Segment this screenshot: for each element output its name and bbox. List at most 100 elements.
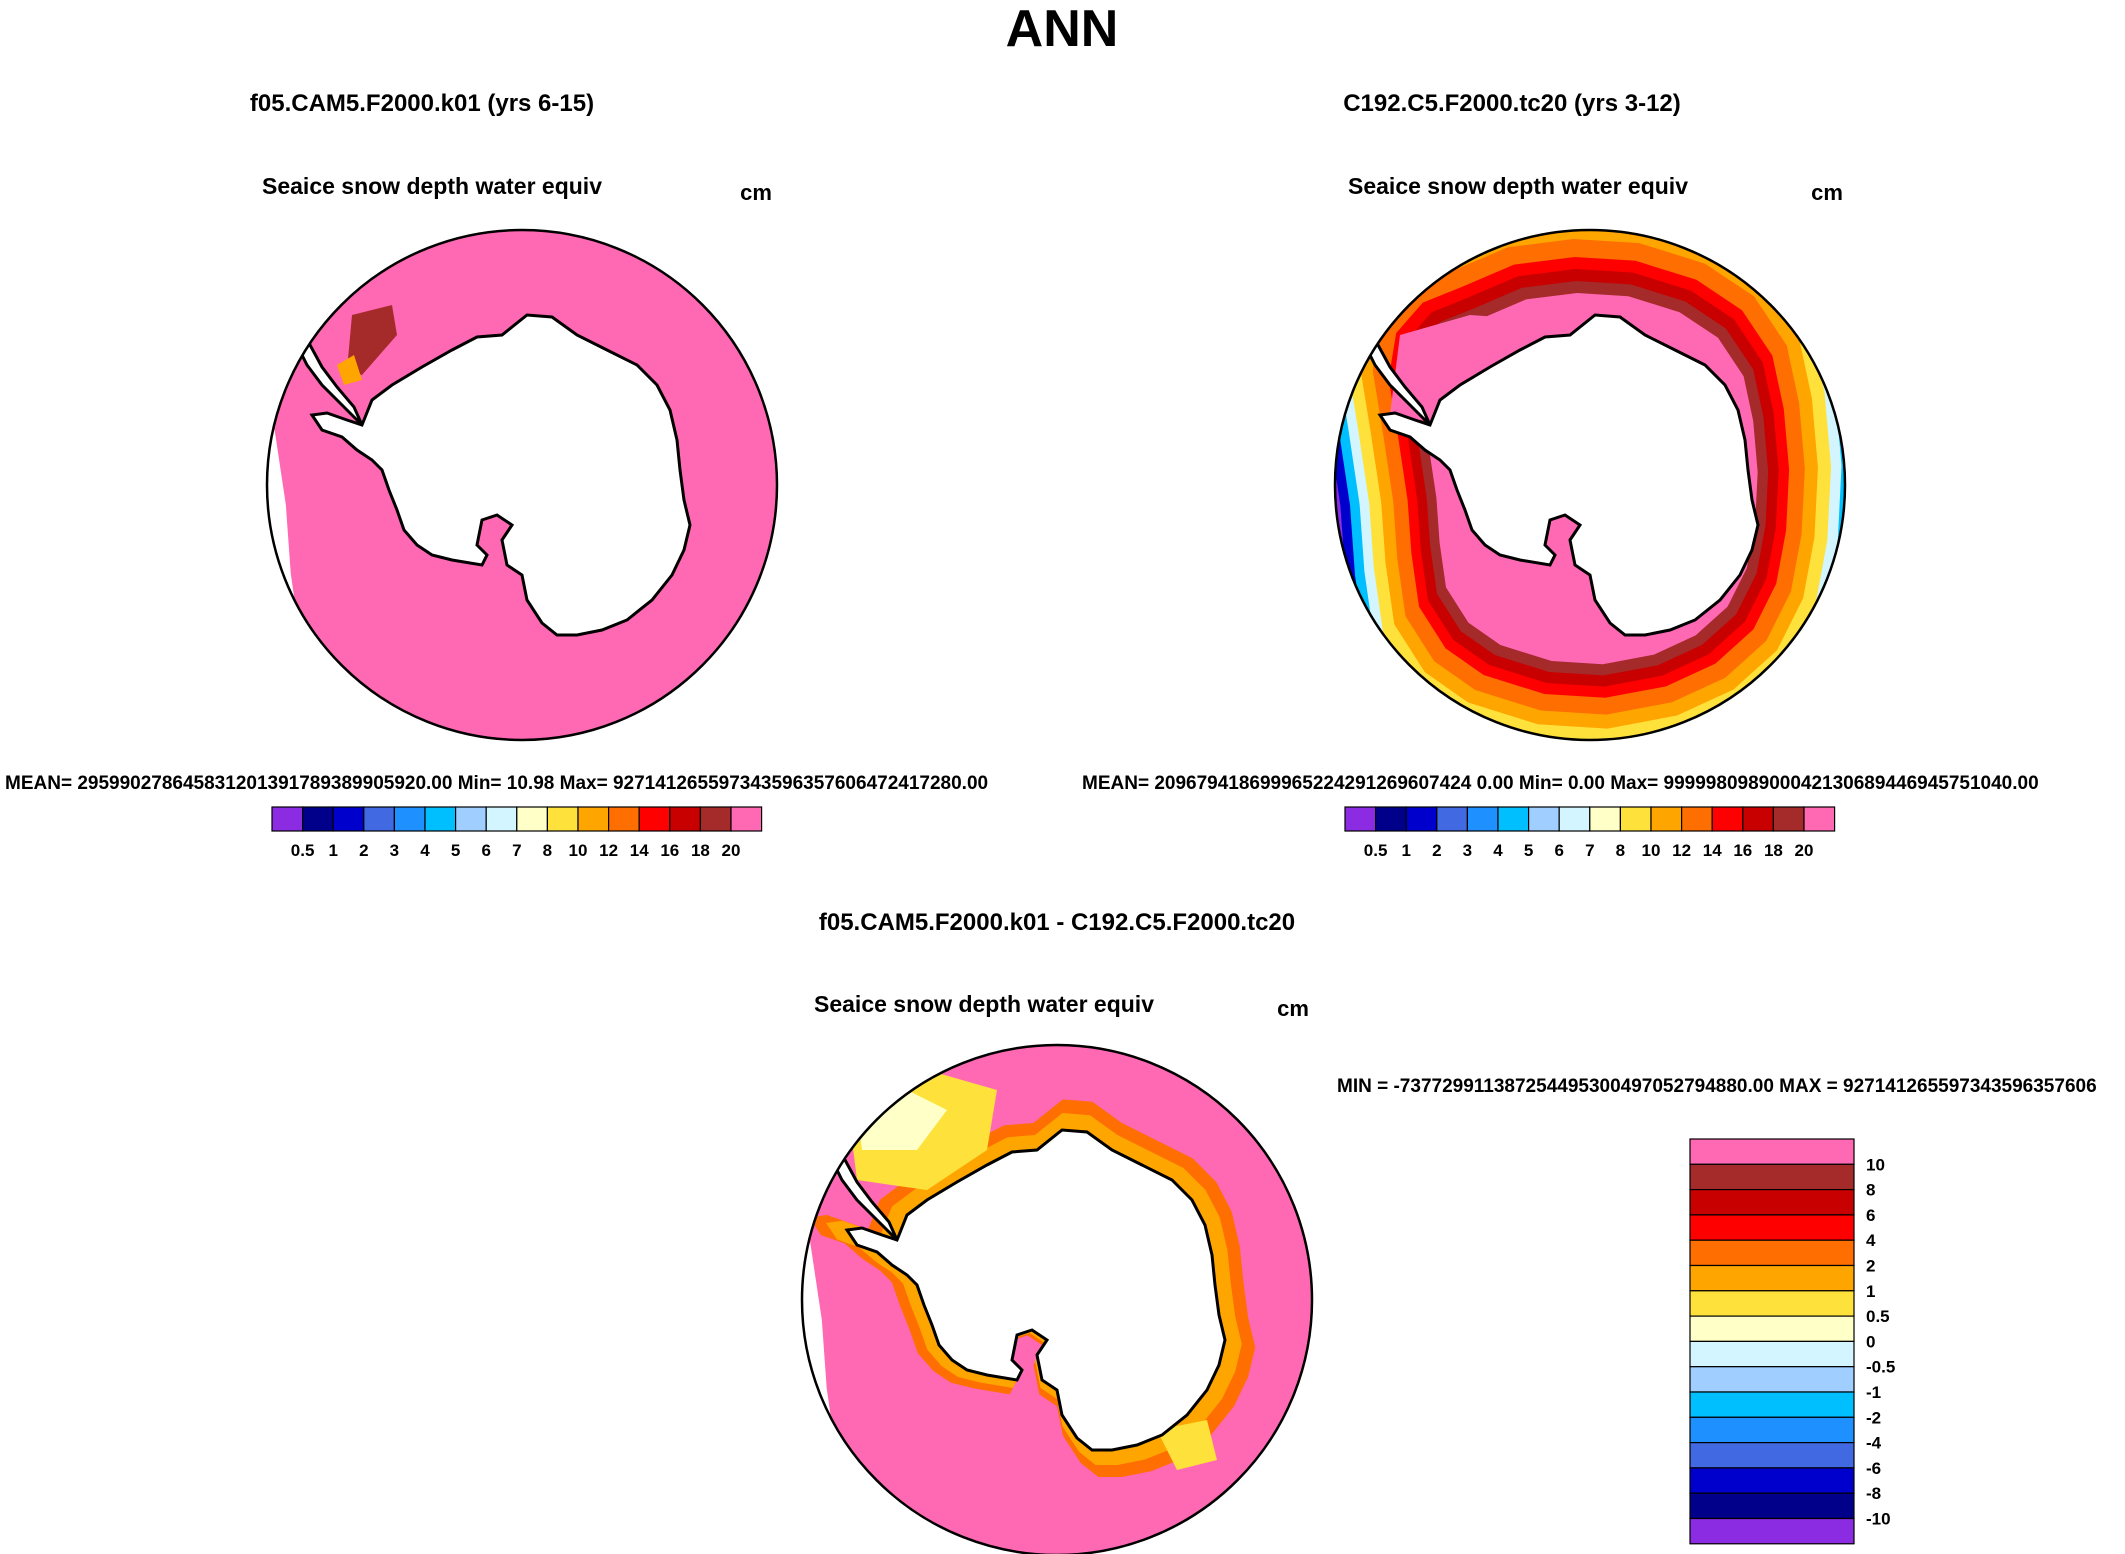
colorbar-left-swatch xyxy=(730,806,763,832)
colorbar-right-tick-label: 8 xyxy=(1616,841,1625,860)
colorbar-diff-tick-label: 6 xyxy=(1866,1206,1875,1225)
colorbar-diff-tick-label: -8 xyxy=(1866,1484,1881,1503)
colorbar-diff-swatch xyxy=(1689,1467,1855,1494)
colorbar-right-swatch xyxy=(1466,806,1499,832)
colorbar-left-tick-label: 1 xyxy=(328,841,337,860)
colorbar-diff-swatch xyxy=(1689,1366,1855,1393)
panel-diff: f05.CAM5.F2000.k01 - C192.C5.F2000.tc20 … xyxy=(800,909,2097,1554)
panel-right-units: cm xyxy=(1811,180,1843,205)
map-left xyxy=(265,228,779,742)
colorbar-left-tick-label: 4 xyxy=(420,841,430,860)
colorbar-diff-tick-label: 8 xyxy=(1866,1181,1875,1200)
colorbar-diff-tick-label: -1 xyxy=(1866,1383,1881,1402)
colorbar-diff-swatch xyxy=(1689,1416,1855,1444)
panel-diff-title: f05.CAM5.F2000.k01 - C192.C5.F2000.tc20 xyxy=(819,909,1295,936)
colorbar-left-tick-label: 18 xyxy=(691,841,710,860)
colorbar-right-tick-label: 5 xyxy=(1524,841,1533,860)
colorbar-right-swatch xyxy=(1558,806,1591,832)
colorbar-left-tick-label: 20 xyxy=(722,841,741,860)
panel-right-stats: MEAN= 209679418699965224291269607424 0.0… xyxy=(1082,773,2039,794)
colorbar-left-swatch xyxy=(393,806,426,832)
colorbar-right-tick-label: 2 xyxy=(1432,841,1441,860)
colorbar-right-tick-label: 0.5 xyxy=(1364,841,1388,860)
colorbar-left: 0.5 1 2 3 4 5 6 7 8 10 12 14 16 18 20 xyxy=(271,806,763,860)
colorbar-left-swatch xyxy=(577,806,610,832)
colorbar-left-swatch xyxy=(699,806,732,832)
panel-left-units: cm xyxy=(740,180,772,205)
colorbar-left-tick-label: 16 xyxy=(660,841,679,860)
colorbar-right-tick-label: 12 xyxy=(1672,841,1691,860)
colorbar-right-swatch xyxy=(1803,806,1836,832)
colorbar-left-tick-label: 8 xyxy=(543,841,552,860)
colorbar-left-tick-label: 2 xyxy=(359,841,368,860)
colorbar-left-tick-label: 5 xyxy=(451,841,460,860)
colorbar-right-swatch xyxy=(1436,806,1469,832)
colorbar-diff-swatch xyxy=(1689,1239,1855,1267)
colorbar-diff-swatch xyxy=(1689,1517,1855,1545)
colorbar-right-swatch xyxy=(1344,806,1377,832)
map-diff-boundary xyxy=(800,1043,1314,1554)
colorbar-right-tick-label: 4 xyxy=(1493,841,1503,860)
colorbar-right-swatch xyxy=(1497,806,1530,832)
colorbar-diff-swatch xyxy=(1689,1315,1855,1342)
colorbar-right-swatch xyxy=(1711,806,1744,832)
colorbar-right: 0.5 1 2 3 4 5 6 7 8 10 12 14 16 18 20 xyxy=(1344,806,1836,860)
colorbar-left-swatch xyxy=(546,806,579,832)
colorbar-diff-tick-label: 0.5 xyxy=(1866,1307,1890,1326)
colorbar-right-swatch xyxy=(1772,806,1805,832)
colorbar-diff-tick-label: -0.5 xyxy=(1866,1358,1895,1377)
panel-diff-units: cm xyxy=(1277,996,1309,1021)
panel-right-field-label: Seaice snow depth water equiv xyxy=(1348,173,1688,199)
colorbar-diff-swatch xyxy=(1689,1264,1855,1292)
colorbar-right-tick-label: 16 xyxy=(1733,841,1752,860)
map-diff xyxy=(800,1043,1314,1554)
colorbar-left-swatch xyxy=(271,806,304,832)
colorbar-left-swatch xyxy=(638,806,671,832)
panel-diff-field-label: Seaice snow depth water equiv xyxy=(814,991,1154,1017)
panel-left: f05.CAM5.F2000.k01 (yrs 6-15) Seaice sno… xyxy=(5,90,988,860)
colorbar-diff-swatch xyxy=(1689,1340,1855,1368)
colorbar-diff: 10 8 6 4 2 1 0.5 0 -0.5 -1 -2 -4 -6 -8 -10 xyxy=(1689,1138,1895,1545)
colorbar-diff-tick-label: -6 xyxy=(1866,1459,1881,1478)
colorbar-left-swatch xyxy=(424,806,457,832)
colorbar-left-swatch xyxy=(516,806,548,832)
colorbar-right-tick-label: 10 xyxy=(1642,841,1661,860)
colorbar-diff-swatch xyxy=(1689,1492,1855,1520)
colorbar-diff-swatch xyxy=(1689,1214,1855,1241)
colorbar-diff-swatch xyxy=(1689,1163,1855,1191)
colorbar-left-swatch xyxy=(302,806,334,832)
panel-diff-stats: MIN = -737729911387254495300497052794880… xyxy=(1337,1076,2097,1097)
colorbar-diff-swatch xyxy=(1689,1441,1855,1469)
panel-left-field-label: Seaice snow depth water equiv xyxy=(262,173,602,199)
colorbar-right-tick-label: 7 xyxy=(1585,841,1594,860)
colorbar-diff-tick-label: -2 xyxy=(1866,1408,1881,1427)
map-right-boundary xyxy=(1333,228,1847,742)
map-right xyxy=(1333,228,1847,742)
panel-left-case-title: f05.CAM5.F2000.k01 (yrs 6-15) xyxy=(250,90,594,117)
colorbar-right-tick-label: 6 xyxy=(1554,841,1563,860)
colorbar-diff-swatch xyxy=(1689,1188,1855,1216)
colorbar-left-tick-label: 7 xyxy=(512,841,521,860)
colorbar-right-tick-label: 20 xyxy=(1795,841,1814,860)
colorbar-diff-tick-label: 2 xyxy=(1866,1257,1875,1276)
colorbar-diff-swatch xyxy=(1689,1290,1855,1317)
colorbar-diff-tick-label: 0 xyxy=(1866,1332,1875,1351)
panel-right: C192.C5.F2000.tc20 (yrs 3-12) Seaice sno… xyxy=(1082,90,2039,860)
colorbar-diff-tick-label: 4 xyxy=(1866,1231,1876,1250)
colorbar-left-tick-label: 14 xyxy=(630,841,649,860)
colorbar-left-swatch xyxy=(607,806,640,832)
colorbar-left-swatch xyxy=(669,806,701,832)
colorbar-diff-tick-label: 10 xyxy=(1866,1155,1885,1174)
colorbar-diff-tick-label: -4 xyxy=(1866,1434,1882,1453)
colorbar-left-tick-label: 3 xyxy=(390,841,399,860)
colorbar-right-swatch xyxy=(1405,806,1438,832)
map-left-boundary xyxy=(265,228,779,742)
colorbar-right-swatch xyxy=(1374,806,1407,832)
colorbar-left-swatch xyxy=(455,806,487,832)
colorbar-left-tick-label: 10 xyxy=(569,841,588,860)
colorbar-right-tick-label: 14 xyxy=(1703,841,1722,860)
colorbar-left-swatch xyxy=(363,806,395,832)
colorbar-right-swatch xyxy=(1619,806,1652,832)
colorbar-left-tick-label: 12 xyxy=(599,841,618,860)
colorbar-right-swatch xyxy=(1680,806,1713,832)
